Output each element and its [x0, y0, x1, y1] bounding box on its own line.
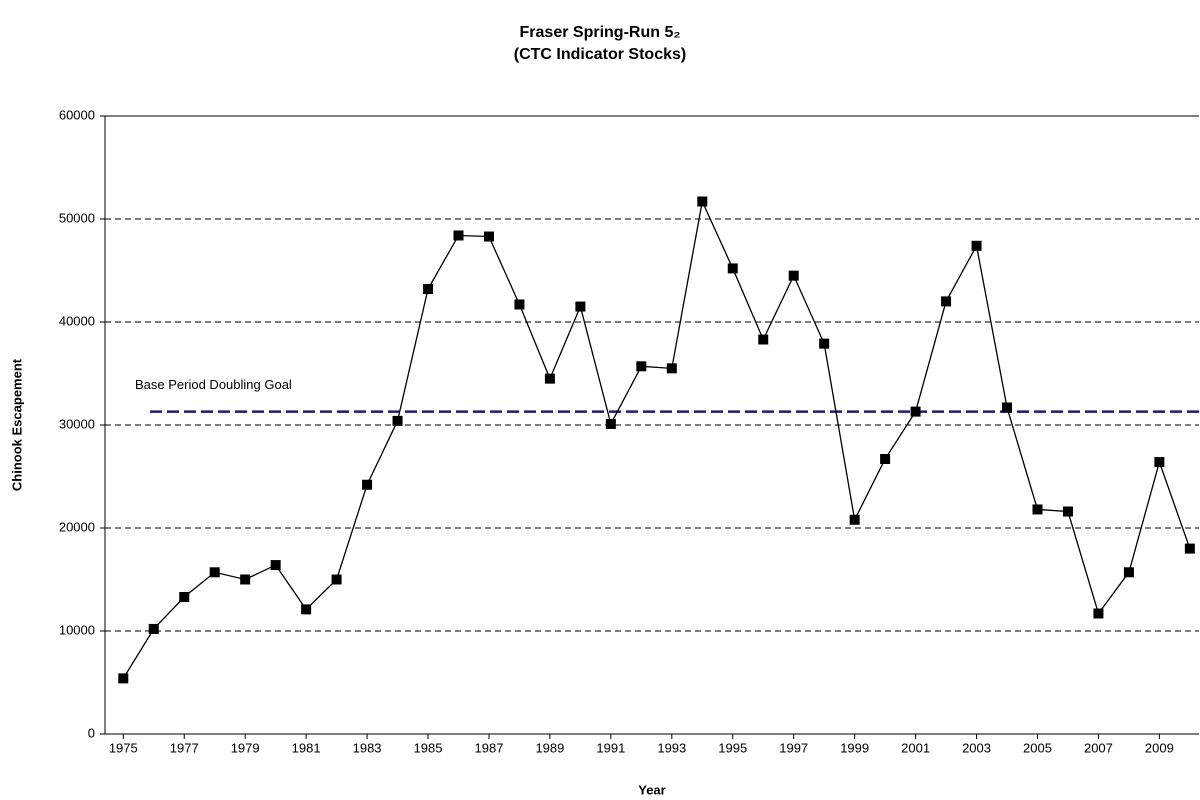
y-tick-label: 50000 — [59, 210, 95, 225]
data-point — [423, 284, 434, 295]
x-tick-label: 1981 — [292, 740, 321, 755]
x-tick-label: 1979 — [231, 740, 260, 755]
data-point — [971, 240, 982, 251]
reference-label: Base Period Doubling Goal — [135, 377, 292, 392]
x-axis-title: Year — [638, 782, 665, 797]
x-tick-label: 2007 — [1084, 740, 1113, 755]
data-point — [849, 514, 860, 525]
data-point — [209, 567, 220, 578]
data-point — [179, 592, 190, 603]
x-tick-label: 1987 — [475, 740, 504, 755]
data-point — [118, 673, 129, 684]
data-point — [270, 560, 281, 571]
x-tick-label: 2009 — [1145, 740, 1174, 755]
data-point — [697, 196, 708, 207]
x-tick-label: 1997 — [779, 740, 808, 755]
data-point — [148, 623, 159, 634]
data-point — [1062, 506, 1073, 517]
data-point — [392, 415, 403, 426]
data-point — [880, 453, 891, 464]
data-point — [727, 263, 738, 274]
y-tick-label: 60000 — [59, 107, 95, 122]
x-tick-label: 1989 — [535, 740, 564, 755]
x-tick-label: 1995 — [718, 740, 747, 755]
data-point — [910, 406, 921, 417]
x-tick-label: 1999 — [840, 740, 869, 755]
data-point — [605, 418, 616, 429]
data-point — [941, 296, 952, 307]
x-tick-label: 1983 — [353, 740, 382, 755]
data-point — [1093, 608, 1104, 619]
data-point — [331, 574, 342, 585]
data-point — [1002, 402, 1013, 413]
data-point — [1154, 457, 1165, 468]
data-point — [301, 604, 312, 615]
data-point — [575, 301, 586, 312]
y-tick-label: 10000 — [59, 622, 95, 637]
data-point — [636, 361, 647, 372]
y-tick-label: 0 — [88, 725, 95, 740]
data-point — [1123, 567, 1134, 578]
data-point — [819, 338, 830, 349]
data-point — [544, 373, 555, 384]
x-tick-label: 1993 — [657, 740, 686, 755]
data-point — [1032, 504, 1043, 515]
x-tick-label: 1991 — [596, 740, 625, 755]
x-tick-label: 2001 — [901, 740, 930, 755]
y-tick-label: 20000 — [59, 519, 95, 534]
x-tick-label: 2005 — [1023, 740, 1052, 755]
data-point — [240, 574, 251, 585]
data-point — [483, 231, 494, 242]
x-tick-label: 1985 — [414, 740, 443, 755]
data-point — [514, 299, 525, 310]
data-point — [788, 270, 799, 281]
y-tick-label: 40000 — [59, 313, 95, 328]
data-point — [362, 479, 373, 490]
series-line — [122, 199, 1191, 679]
x-tick-label: 2003 — [962, 740, 991, 755]
x-tick-label: 1975 — [109, 740, 138, 755]
x-tick-label: 1977 — [170, 740, 199, 755]
data-point — [666, 363, 677, 374]
data-point — [758, 334, 769, 345]
chart-title: Fraser Spring-Run 5₂ — [520, 24, 681, 41]
y-tick-label: 30000 — [59, 416, 95, 431]
data-point — [453, 230, 464, 241]
data-point — [1184, 543, 1195, 554]
y-axis-title: Chinook Escapement — [9, 358, 24, 491]
chart-subtitle: (CTC Indicator Stocks) — [514, 46, 686, 63]
